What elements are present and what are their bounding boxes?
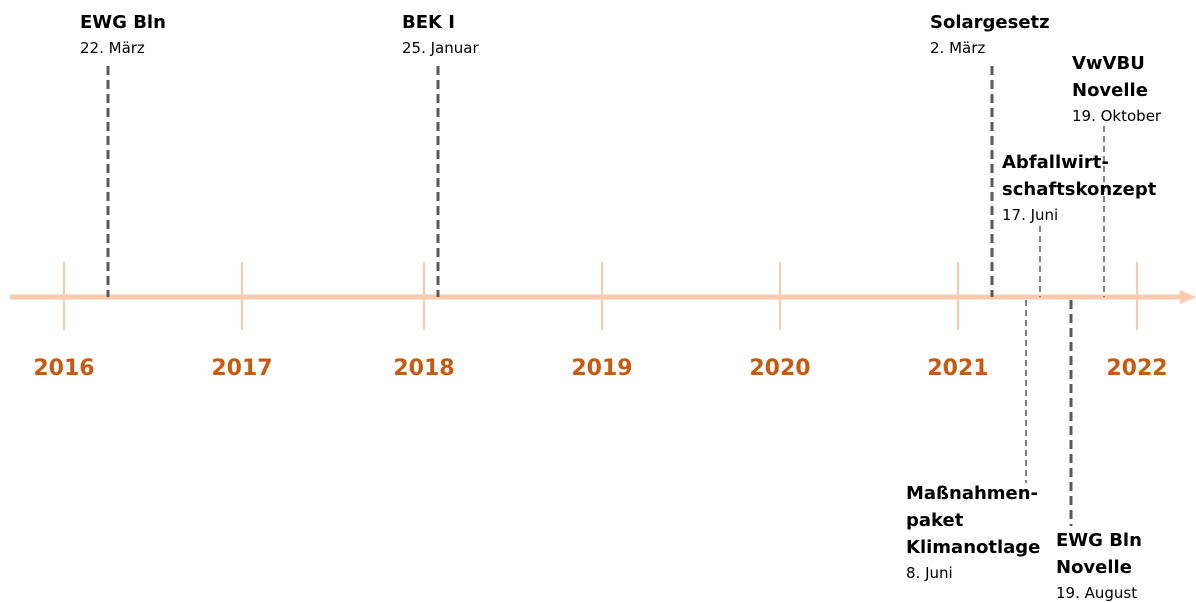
event-date: 19. Oktober <box>1072 107 1162 125</box>
event-date: 2. März <box>930 39 985 57</box>
year-label: 2021 <box>927 356 988 381</box>
event-date: 19. August <box>1056 584 1137 602</box>
year-label: 2022 <box>1106 356 1167 381</box>
event-title: Solargesetz <box>930 12 1050 33</box>
event-title: Novelle <box>1056 557 1132 578</box>
event-date: 17. Juni <box>1002 206 1058 224</box>
event-title: Klimanotlage <box>906 537 1040 558</box>
event-title: paket <box>906 510 964 531</box>
year-ticks <box>63 262 1138 330</box>
event-date: 22. März <box>80 39 145 57</box>
event-date: 8. Juni <box>906 564 953 582</box>
event-title: EWG Bln <box>80 12 166 33</box>
event-title: Novelle <box>1072 80 1148 101</box>
event-title: BEK I <box>402 12 455 33</box>
year-label: 2017 <box>211 356 272 381</box>
axis-arrow <box>1180 290 1196 304</box>
year-label: 2016 <box>33 356 94 381</box>
event-title: schaftskonzept <box>1002 179 1157 200</box>
event-title: EWG Bln <box>1056 530 1142 551</box>
event-date: 25. Januar <box>402 39 479 57</box>
year-label: 2019 <box>571 356 632 381</box>
year-label: 2018 <box>393 356 454 381</box>
event-title: Abfallwirt- <box>1002 152 1109 173</box>
event-title: Maßnahmen- <box>906 483 1038 504</box>
event-title: VwVBU <box>1072 53 1145 74</box>
labels: 2016 2017 2018 2019 2020 2021 2022 EWG Bln 22. M… <box>33 12 1167 602</box>
year-label: 2020 <box>749 356 810 381</box>
